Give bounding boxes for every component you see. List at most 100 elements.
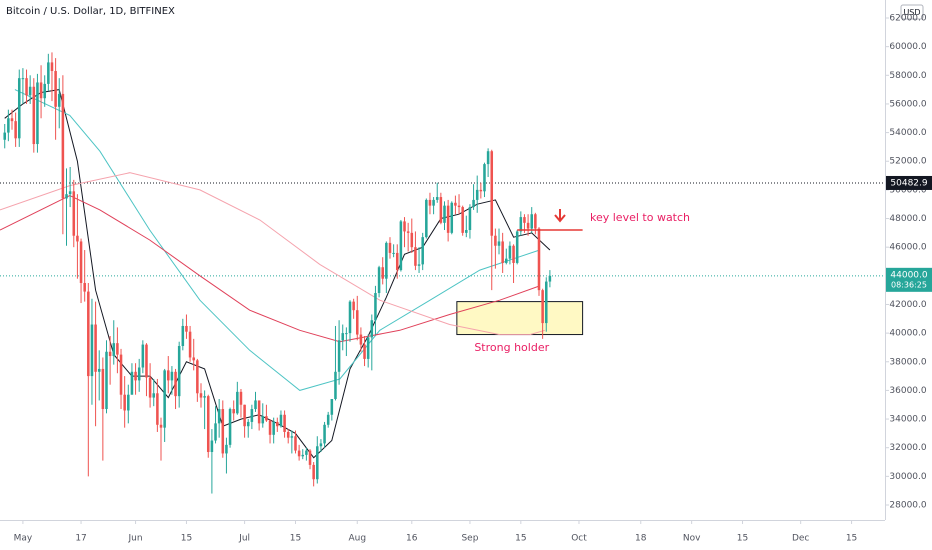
candle-body	[272, 421, 275, 435]
candle-body	[65, 194, 68, 199]
candle-body	[301, 454, 305, 457]
candle-body	[465, 229, 468, 233]
candle-body	[236, 391, 239, 414]
candle-body	[159, 424, 163, 428]
candle-body	[76, 235, 79, 242]
candle-body	[330, 399, 334, 415]
candle-body	[217, 409, 221, 424]
candle-body	[508, 245, 512, 259]
price-label-box	[886, 267, 932, 292]
candle-body	[497, 241, 501, 246]
candle-body	[90, 324, 94, 377]
candle-body	[530, 214, 533, 229]
candle-body	[254, 400, 257, 410]
candle-body	[395, 252, 399, 271]
y-tick-label: 42000.0	[889, 300, 926, 310]
candle-body	[134, 371, 137, 381]
candle-body	[170, 371, 174, 381]
candle-body	[519, 217, 523, 232]
candle-body	[243, 404, 246, 427]
candle-body	[214, 423, 217, 441]
candle-body	[43, 83, 46, 99]
candle-body	[167, 370, 170, 381]
x-tick-label: Oct	[571, 534, 587, 544]
y-tick-label: 54000.0	[889, 128, 926, 138]
price-label: 44000.0	[890, 270, 927, 280]
y-tick-label: 34000.0	[889, 415, 926, 425]
candle-body	[341, 333, 345, 341]
x-tick-label: Jun	[128, 534, 143, 544]
candle-body	[148, 377, 152, 398]
currency-box[interactable]	[900, 4, 924, 20]
currency[interactable]: USD	[903, 8, 920, 17]
candle-body	[385, 242, 388, 279]
candle-body	[141, 344, 145, 368]
candle-body	[97, 368, 101, 372]
candle-body	[250, 409, 254, 422]
candle-body	[294, 436, 297, 451]
candle-body	[206, 396, 210, 453]
candle-body	[505, 258, 508, 263]
candle-body	[352, 301, 355, 311]
candle-body	[112, 343, 116, 357]
y-tick-label: 36000.0	[889, 386, 926, 396]
candle-body	[381, 267, 384, 279]
candle-body	[454, 202, 457, 206]
candle-body	[36, 82, 39, 145]
candle-body	[181, 325, 185, 347]
candle-body	[116, 343, 119, 355]
candle-body	[534, 214, 537, 229]
candle-body	[370, 320, 374, 338]
chart-title: Bitcoin / U.S. Dollar, 1D, BITFINEX	[6, 6, 175, 17]
candle-body	[377, 267, 381, 294]
candle-body	[432, 199, 435, 206]
candle-body	[494, 235, 497, 246]
candle-body	[337, 340, 341, 372]
candle-body	[319, 443, 323, 447]
annotation: Strong holder	[474, 341, 549, 354]
candle-body	[108, 351, 112, 357]
price-label: 50482.9	[890, 178, 927, 188]
candle-body	[156, 393, 159, 425]
candle-body	[210, 440, 214, 453]
candle-body	[276, 421, 279, 427]
candle-body	[221, 409, 225, 454]
x-tick-label: 15	[181, 534, 192, 544]
candle-body	[152, 393, 156, 398]
candle-body	[537, 228, 541, 291]
candle-body	[32, 86, 36, 145]
candle-body	[544, 281, 548, 324]
x-tick-label: May	[14, 534, 33, 544]
x-tick-label: 15	[515, 534, 526, 544]
candle-body	[39, 82, 43, 99]
candle-body	[457, 205, 461, 208]
candle-body	[312, 464, 315, 480]
countdown: 08:36:25	[891, 280, 927, 289]
candle-body	[72, 191, 76, 236]
candle-body	[483, 164, 486, 192]
candle-body	[512, 245, 515, 263]
support-zone	[456, 301, 584, 336]
candle-body	[425, 199, 428, 238]
candle-body	[392, 252, 395, 254]
candle-body	[246, 421, 250, 427]
x-tick-label: Dec	[792, 534, 809, 544]
candle-body	[228, 409, 232, 445]
y-tick-label: 28000.0	[889, 501, 926, 511]
candle-body	[203, 396, 206, 398]
candle-body	[188, 331, 192, 358]
y-tick-label: 30000.0	[889, 472, 926, 482]
candle-body	[10, 118, 14, 122]
candle-body	[399, 221, 403, 271]
candle-body	[439, 197, 443, 223]
y-tick-label: 60000.0	[889, 42, 926, 52]
candle-body	[446, 205, 450, 233]
candle-body	[185, 325, 188, 332]
moving-average	[0, 172, 545, 336]
candle-body	[174, 371, 177, 397]
y-tick-label: 46000.0	[889, 243, 926, 253]
candle-body	[526, 222, 530, 229]
candle-body	[468, 207, 472, 230]
